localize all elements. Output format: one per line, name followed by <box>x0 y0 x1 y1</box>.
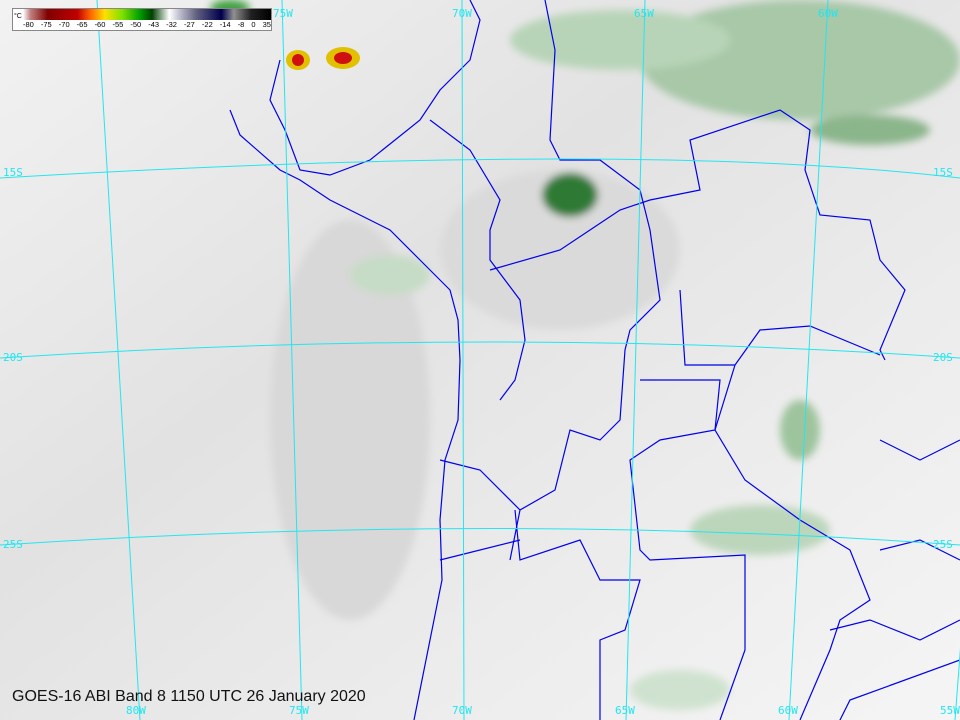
meridian-60w <box>788 0 829 720</box>
top-label: 70W <box>452 7 472 20</box>
bottom-label: 55W <box>940 704 960 717</box>
coastline <box>229 109 461 720</box>
bottom-label: 80W <box>126 704 146 717</box>
convective-cells <box>286 47 360 70</box>
top-label: 75W <box>273 7 293 20</box>
left-label: 25S <box>3 538 23 551</box>
colorbar-tick: 35 <box>262 20 271 29</box>
top-label: 60W <box>818 7 838 20</box>
top-label: 65W <box>634 7 654 20</box>
graticule-labels: 75W 70W 65W 60W 80W 75W 70W 65W 60W 55W … <box>3 7 960 717</box>
colorbar-tick: -27 <box>184 20 195 29</box>
colorbar-gradient <box>23 9 271 20</box>
right-label: 20S <box>933 351 953 364</box>
image-caption: GOES-16 ABI Band 8 1150 UTC 26 January 2… <box>12 688 366 705</box>
colorbar-tick: -22 <box>201 20 213 29</box>
colorbar-tick: -8 <box>237 20 245 29</box>
left-label: 20S <box>3 351 23 364</box>
colorbar-tick: -32 <box>166 20 177 29</box>
colorbar-tick: -14 <box>219 20 231 29</box>
political-borders <box>229 0 960 720</box>
colorbar-tick: -80 <box>23 20 34 29</box>
colorbar-tick: -70 <box>58 20 70 29</box>
temperature-colorbar: °C -80 -75 -70 -65 -60 -55 -50 -43 -32 -… <box>12 8 272 31</box>
latitude-15s <box>0 158 960 179</box>
bottom-label: 70W <box>452 704 472 717</box>
bottom-label: 75W <box>289 704 309 717</box>
right-label: 15S <box>933 166 953 179</box>
left-label: 15S <box>3 166 23 179</box>
colorbar-tick: 0 <box>251 20 256 29</box>
meridian-65w <box>625 0 646 720</box>
meridian-75w <box>281 0 303 720</box>
bottom-label: 65W <box>615 704 635 717</box>
meridian-70w <box>461 0 465 720</box>
colorbar-tick: -65 <box>76 20 88 29</box>
colorbar-tick: -60 <box>94 20 106 29</box>
colorbar-unit: °C <box>14 13 22 20</box>
colorbar-tick: -50 <box>130 20 142 29</box>
latitude-25s <box>0 528 960 546</box>
bottom-label: 60W <box>778 704 798 717</box>
colorbar-tick: -55 <box>112 20 124 29</box>
colorbar-tick: -43 <box>148 20 160 29</box>
colorbar-ticks: -80 -75 -70 -65 -60 -55 -50 -43 -32 -27 … <box>23 20 271 29</box>
meridian-80w <box>96 0 141 720</box>
right-label: 25S <box>933 538 953 551</box>
latitude-20s <box>0 341 960 359</box>
colorbar-tick: -75 <box>40 20 52 29</box>
